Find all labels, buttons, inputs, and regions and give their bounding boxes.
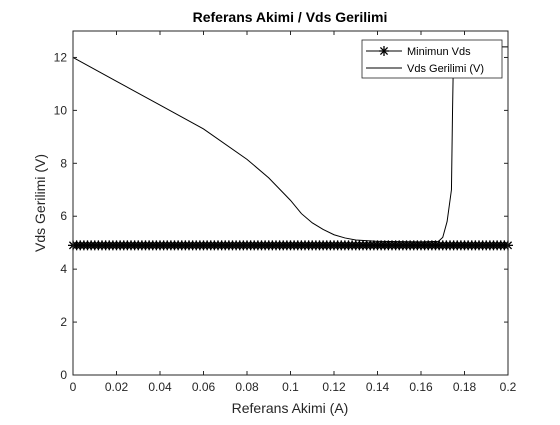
y-axis-title: Vds Gerilimi (V) <box>32 154 48 252</box>
y-tick-label: 2 <box>60 315 67 329</box>
x-tick-label: 0.2 <box>500 380 517 394</box>
chart-title: Referans Akimi / Vds Gerilimi <box>193 9 388 25</box>
x-tick-label: 0.14 <box>366 380 390 394</box>
x-tick-label: 0.18 <box>453 380 477 394</box>
y-tick-label: 8 <box>60 156 67 170</box>
x-tick-label: 0.16 <box>409 380 433 394</box>
legend: Minimun Vds Vds Gerilimi (V) <box>362 40 502 78</box>
y-tick-label: 0 <box>60 368 67 382</box>
y-tick-label: 4 <box>60 262 67 276</box>
plot-area <box>73 31 508 375</box>
x-tick-label: 0 <box>70 380 77 394</box>
legend-label-minimum: Minimun Vds <box>407 46 471 58</box>
x-tick-label: 0.06 <box>192 380 216 394</box>
x-tick-label: 0.08 <box>235 380 259 394</box>
y-tick-label: 10 <box>54 103 68 117</box>
x-tick-label: 0.02 <box>105 380 129 394</box>
legend-marker-minimum <box>379 46 389 56</box>
y-tick-label: 6 <box>60 209 67 223</box>
y-tick-label: 12 <box>54 50 68 64</box>
x-tick-label: 0.1 <box>282 380 299 394</box>
x-tick-label: 0.04 <box>148 380 172 394</box>
x-tick-label: 0.12 <box>322 380 346 394</box>
legend-label-vds: Vds Gerilimi (V) <box>407 63 484 75</box>
x-axis-title: Referans Akimi (A) <box>232 400 349 416</box>
